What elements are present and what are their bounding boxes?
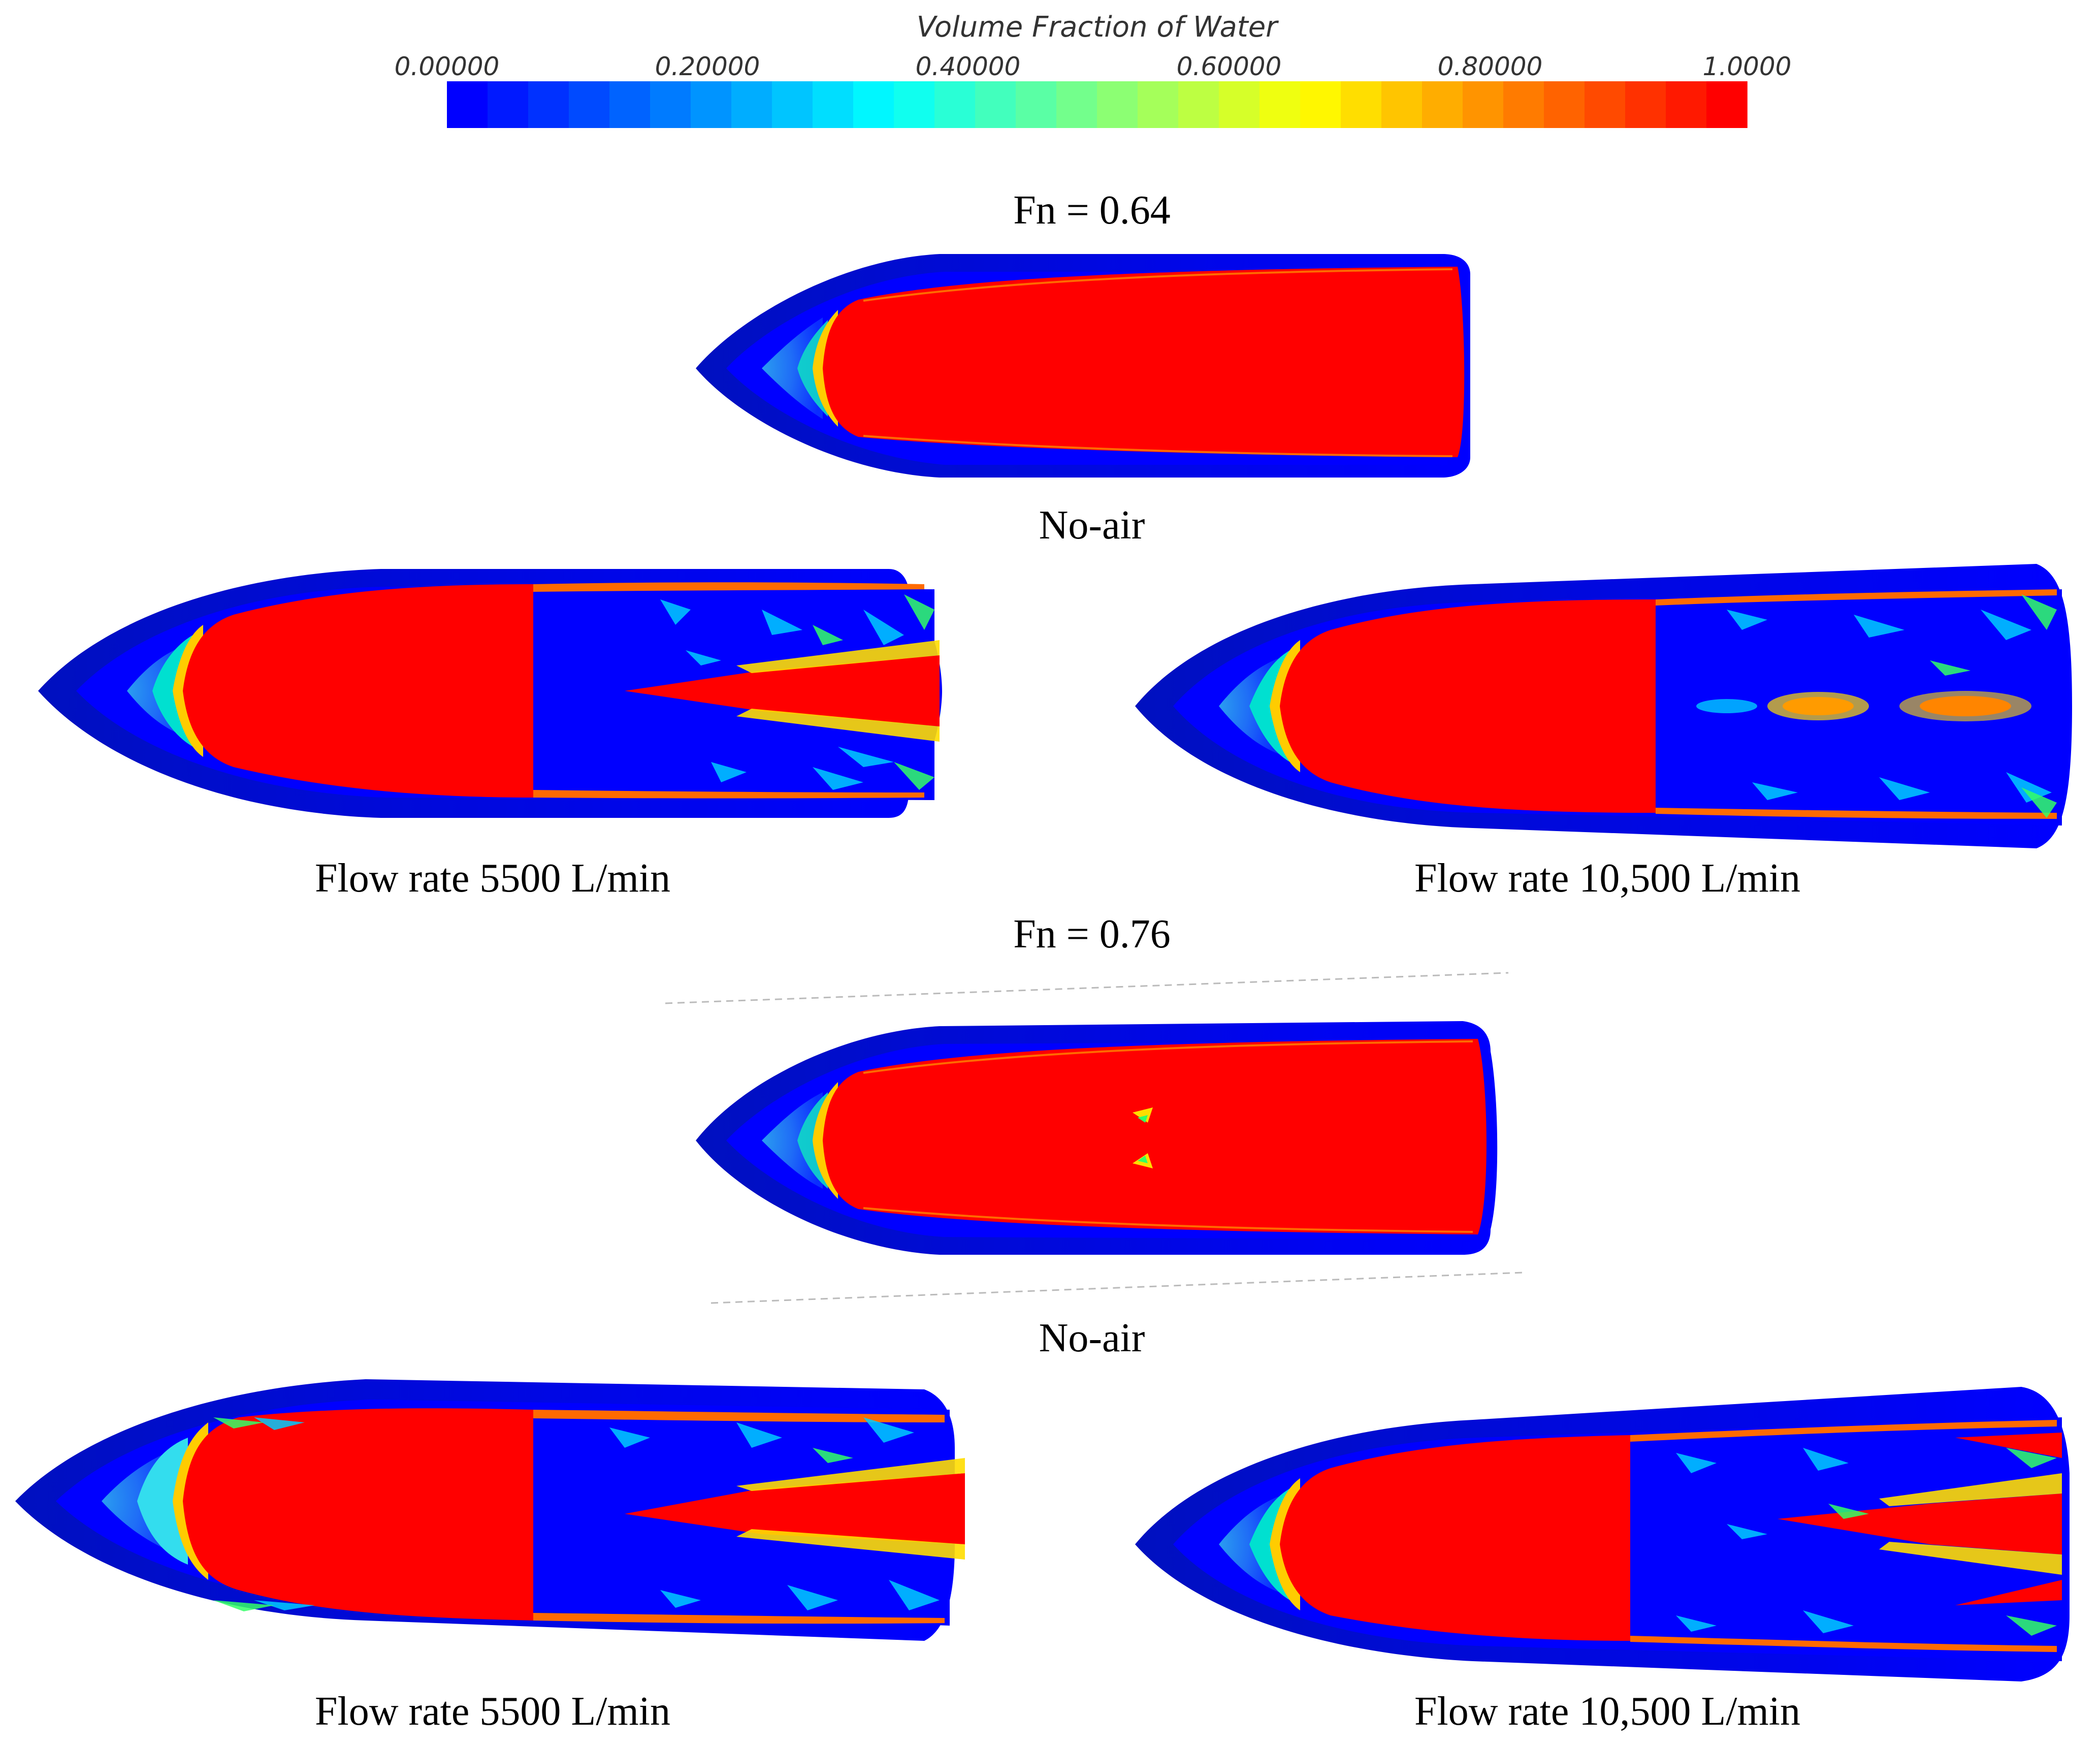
caption-fn076-10500: Flow rate 10,500 L/min [1414, 1689, 1800, 1734]
colorbar-tick: 0.60000 [1177, 52, 1282, 81]
colorbar-level [853, 81, 894, 128]
hull-fn076-5500 [15, 1379, 965, 1641]
colorbar-level [1097, 81, 1138, 128]
caption-fn076-no-air: No-air [1039, 1316, 1145, 1360]
colorbar-level [1219, 81, 1260, 128]
section-title-fn076: Fn = 0.76 [1013, 912, 1171, 957]
colorbar-level [488, 81, 529, 128]
colorbar-level [1300, 81, 1341, 128]
colorbar-level [1016, 81, 1057, 128]
colorbar-level [1422, 81, 1463, 128]
caption-fn064-5500: Flow rate 5500 L/min [315, 856, 670, 901]
colorbar-level [1666, 81, 1707, 128]
colorbar-level [569, 81, 610, 128]
colorbar-level [1503, 81, 1544, 128]
colorbar: Volume Fraction of Water 0.00000 0.20000… [395, 11, 1792, 128]
colorbar-level [1381, 81, 1423, 128]
hull-fn064-10500 [1135, 564, 2072, 848]
colorbar-level [1625, 81, 1666, 128]
colorbar-level [1259, 81, 1301, 128]
colorbar-level [975, 81, 1016, 128]
colorbar-level [731, 81, 772, 128]
colorbar-gradient [447, 81, 1748, 128]
colorbar-title: Volume Fraction of Water [917, 11, 1279, 44]
caption-fn064-10500: Flow rate 10,500 L/min [1414, 856, 1800, 901]
colorbar-level [650, 81, 691, 128]
divider-line [665, 972, 1509, 1004]
colorbar-level [1706, 81, 1748, 128]
colorbar-level [1138, 81, 1179, 128]
colorbar-level [934, 81, 976, 128]
colorbar-level [691, 81, 732, 128]
colorbar-level [772, 81, 813, 128]
colorbar-level [1544, 81, 1585, 128]
colorbar-level [894, 81, 935, 128]
colorbar-ticks: 0.00000 0.20000 0.40000 0.60000 0.80000 … [395, 52, 1792, 81]
colorbar-tick: 1.0000 [1703, 52, 1792, 81]
hull-fn064-no-air [696, 254, 1470, 478]
colorbar-tick: 0.80000 [1438, 52, 1543, 81]
colorbar-level [1463, 81, 1504, 128]
hull-fn076-10500 [1135, 1387, 2070, 1681]
colorbar-level [528, 81, 569, 128]
colorbar-level [1341, 81, 1382, 128]
divider-line [710, 1272, 1524, 1304]
colorbar-tick: 0.20000 [655, 52, 760, 81]
hull-fn076-no-air [696, 1021, 1498, 1255]
colorbar-level [1178, 81, 1219, 128]
colorbar-level [1585, 81, 1626, 128]
section-title-fn064: Fn = 0.64 [1013, 188, 1171, 233]
colorbar-tick: 0.40000 [916, 52, 1021, 81]
colorbar-level [813, 81, 854, 128]
colorbar-tick: 0.00000 [395, 52, 500, 81]
caption-fn064-no-air: No-air [1039, 503, 1145, 548]
caption-fn076-5500: Flow rate 5500 L/min [315, 1689, 670, 1734]
colorbar-level [609, 81, 651, 128]
colorbar-level [1056, 81, 1097, 128]
hull-fn064-5500 [38, 569, 942, 818]
colorbar-level [447, 81, 488, 128]
